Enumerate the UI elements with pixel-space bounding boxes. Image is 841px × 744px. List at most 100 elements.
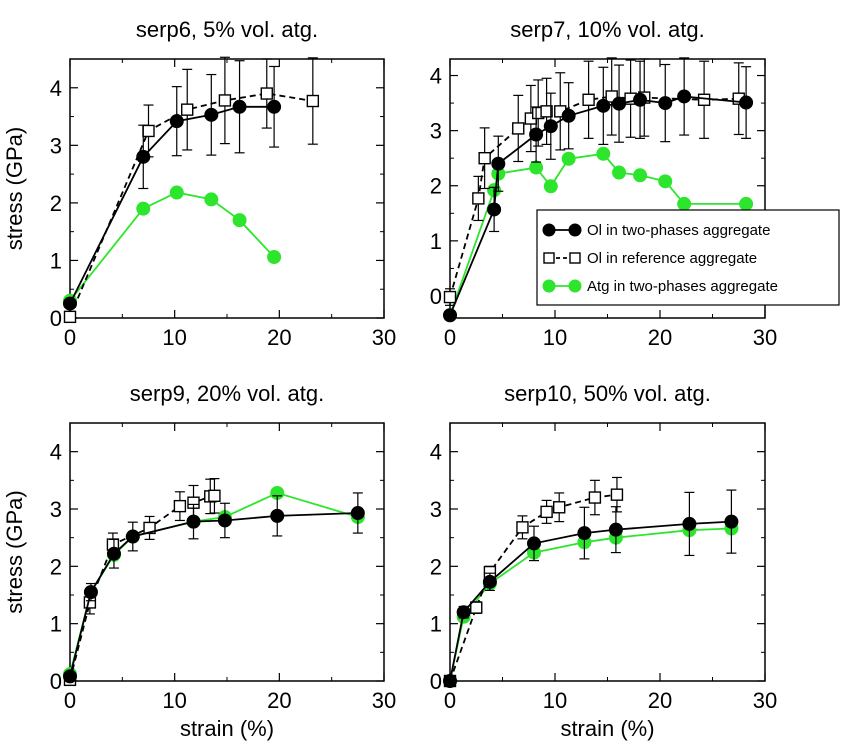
data-point <box>63 669 77 684</box>
data-point <box>516 521 529 534</box>
series-line <box>69 105 275 305</box>
y-tick-label: 0 <box>50 669 62 694</box>
x-tick-label: 10 <box>543 325 567 350</box>
x-tick-label: 30 <box>372 688 396 713</box>
y-tick-label: 2 <box>430 174 442 199</box>
y-tick-label: 0 <box>50 306 62 331</box>
data-point <box>136 201 151 216</box>
data-point <box>540 105 553 118</box>
data-point <box>739 95 754 110</box>
data-point <box>204 192 219 207</box>
legend-box <box>536 209 840 306</box>
data-point <box>633 168 648 183</box>
x-tick-label: 20 <box>267 325 291 350</box>
data-point <box>596 146 611 161</box>
chart-title: serp7, 10% vol. atg. <box>510 17 704 42</box>
x-tick-label: 10 <box>543 688 567 713</box>
data-point <box>208 489 221 503</box>
x-tick-label: 10 <box>162 688 186 713</box>
x-tick-label: 0 <box>444 325 456 350</box>
y-tick-label: 2 <box>50 554 62 579</box>
y-tick-label: 0 <box>430 284 442 309</box>
y-tick-label: 4 <box>430 440 442 465</box>
chart-title: serp6, 5% vol. atg. <box>136 17 318 42</box>
series-ol-two-phase <box>443 57 754 323</box>
data-point <box>610 488 624 501</box>
chart-panel-1: serp6, 5% vol. atg. 0 10 20 30 0 1 2 3 4 stress (G… <box>2 17 396 350</box>
y-tick-label: 2 <box>50 191 62 216</box>
data-point <box>63 310 77 324</box>
legend-marker <box>542 279 556 293</box>
x-tick-label: 10 <box>162 325 186 350</box>
legend-entry: Ol in reference aggregate <box>543 250 757 267</box>
y-tick-label: 3 <box>50 133 62 158</box>
data-point <box>136 149 151 164</box>
x-tick-label: 20 <box>267 688 291 713</box>
data-point <box>561 108 576 123</box>
legend-marker <box>543 252 555 264</box>
series-ol-reference <box>63 478 221 687</box>
data-point <box>529 160 544 175</box>
y-tick-label: 4 <box>50 76 62 101</box>
data-point <box>270 508 285 523</box>
data-point <box>577 526 592 541</box>
chart-title: serp9, 20% vol. atg. <box>130 381 324 406</box>
data-point <box>83 585 98 600</box>
data-point <box>543 119 558 134</box>
data-point <box>125 529 140 544</box>
data-point <box>472 192 485 205</box>
chart-panel-3: serp9, 20% vol. atg. 0 10 20 30 0 1 2 3 4 stress (… <box>2 381 396 741</box>
data-point <box>456 605 471 620</box>
data-point <box>443 290 457 304</box>
data-point <box>482 574 497 589</box>
series-atg-two-phase <box>63 485 365 682</box>
data-point <box>181 103 194 116</box>
data-point <box>169 185 184 200</box>
data-point <box>739 196 754 211</box>
legend-entry: Ol in two-phases aggregate <box>542 222 770 239</box>
data-point <box>543 179 558 194</box>
x-axis-label: strain (%) <box>560 716 654 741</box>
y-tick-label: 1 <box>430 229 442 254</box>
data-point <box>478 151 491 165</box>
data-point <box>527 536 541 551</box>
legend-label: Ol in reference aggregate <box>587 250 757 267</box>
legend-label: Ol in two-phases aggregate <box>587 222 770 239</box>
y-tick-label: 4 <box>430 64 442 89</box>
series-ol-two-phase <box>443 489 739 688</box>
data-point <box>470 601 483 614</box>
y-tick-label: 0 <box>430 669 442 694</box>
series-atg-two-phase <box>443 521 739 688</box>
y-tick-label: 3 <box>50 497 62 522</box>
data-point <box>143 521 156 535</box>
x-tick-label: 0 <box>64 688 76 713</box>
data-point <box>512 122 525 135</box>
data-point <box>217 513 232 528</box>
x-tick-label: 20 <box>648 325 672 350</box>
data-point <box>529 127 544 142</box>
data-point <box>658 174 673 189</box>
data-point <box>588 491 602 504</box>
data-point <box>232 99 247 114</box>
data-point <box>540 505 553 519</box>
y-tick-label: 3 <box>430 119 442 144</box>
y-tick-label: 1 <box>50 612 62 637</box>
legend: Ol in two-phases aggregate Ol in referenc… <box>536 209 840 306</box>
legend-marker <box>568 223 582 237</box>
legend-marker <box>568 279 582 293</box>
legend-marker <box>542 223 556 237</box>
data-point <box>612 165 627 180</box>
data-point <box>306 94 320 108</box>
chart-panel-2: serp7, 10% vol. atg. 0 10 20 30 0 1 2 3 4 <box>430 17 777 350</box>
data-point <box>487 202 502 217</box>
data-point <box>350 506 365 521</box>
legend-entry: Atg in two-phases aggregate <box>542 278 778 295</box>
x-axis-label: strain (%) <box>180 716 274 741</box>
data-point <box>608 522 623 537</box>
data-point <box>443 674 457 688</box>
y-axis-label: stress (GPa) <box>2 490 27 613</box>
data-point <box>596 98 611 113</box>
data-point <box>232 213 247 228</box>
y-tick-label: 2 <box>430 554 442 579</box>
series-line <box>449 493 618 682</box>
